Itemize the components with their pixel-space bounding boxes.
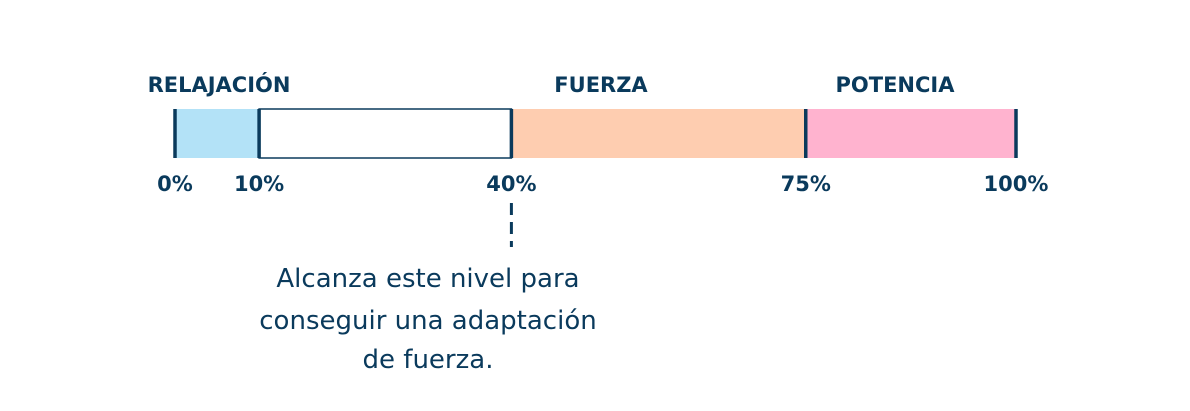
tick-label-100: 100% [984, 172, 1049, 196]
tick-label-10: 10% [234, 172, 284, 196]
segment-fuerza [511, 109, 806, 158]
note-line-3: de fuerza. [363, 345, 494, 375]
zone-label-relajacion: RELAJACIÓN [148, 72, 291, 97]
note-line-1: Alcanza este nivel para [276, 264, 579, 294]
zone-label-fuerza: FUERZA [554, 73, 648, 97]
segment-relajacion [175, 109, 260, 158]
tick-label-40: 40% [486, 172, 536, 196]
segment-potencia [805, 109, 1016, 158]
zone-label-potencia: POTENCIA [836, 73, 956, 97]
scale-bar [173, 108, 1018, 159]
tick-label-0: 0% [157, 172, 193, 196]
note-line-2: conseguir una adaptación [259, 306, 596, 336]
tick-label-75: 75% [781, 172, 831, 196]
segment-unlabeled [258, 108, 513, 159]
